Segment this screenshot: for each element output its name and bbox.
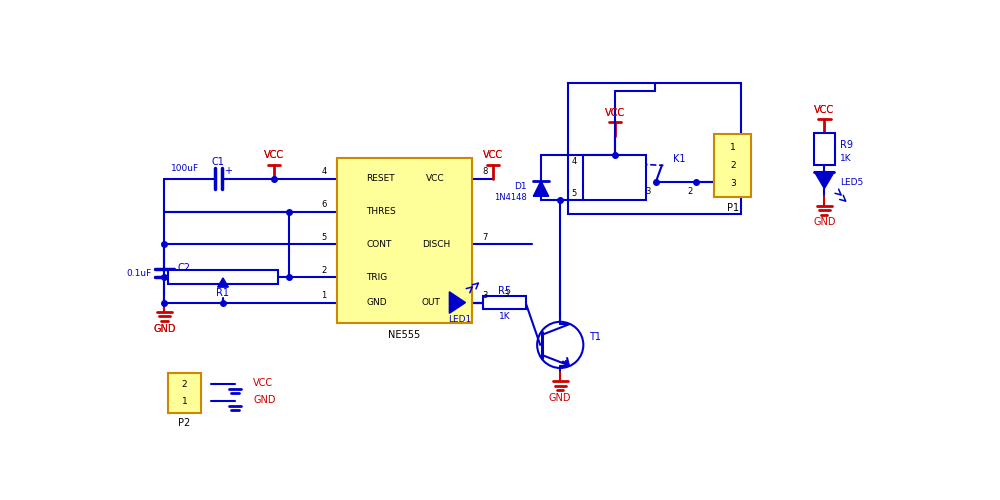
Text: VCC: VCC (264, 150, 284, 160)
Text: R1: R1 (216, 288, 229, 298)
Text: VCC: VCC (483, 150, 503, 160)
Text: 1: 1 (182, 396, 187, 406)
Text: TRIG: TRIG (366, 272, 387, 281)
Text: 6: 6 (321, 200, 327, 209)
Polygon shape (533, 181, 549, 196)
Bar (483, 296, 526, 310)
Text: 1: 1 (730, 142, 736, 152)
Text: 1K: 1K (840, 154, 851, 163)
Text: 1K: 1K (499, 312, 510, 321)
Text: 3: 3 (645, 187, 651, 196)
Text: 0.1uF: 0.1uF (126, 269, 151, 278)
Text: 7: 7 (482, 232, 487, 241)
Bar (168, 372, 201, 412)
Text: 1: 1 (321, 291, 326, 300)
Text: GND: GND (253, 396, 276, 406)
Text: NE555: NE555 (388, 330, 420, 340)
Text: R9: R9 (840, 140, 853, 150)
Text: 5: 5 (321, 232, 326, 241)
Text: GND: GND (549, 393, 571, 403)
Text: 2: 2 (687, 187, 692, 196)
Text: 3: 3 (504, 290, 509, 300)
Bar (337, 158, 472, 324)
Text: LED1: LED1 (449, 315, 472, 324)
Text: 3: 3 (730, 180, 736, 188)
Text: CONT: CONT (366, 240, 392, 248)
Text: C2: C2 (178, 263, 191, 273)
Text: R5: R5 (498, 286, 511, 296)
Text: OUT: OUT (422, 298, 441, 307)
Text: 1N4148: 1N4148 (494, 192, 527, 202)
Text: +: + (224, 166, 232, 176)
Text: GND: GND (153, 324, 176, 334)
Bar (583, 156, 646, 200)
Text: VCC: VCC (253, 378, 273, 388)
Text: GND: GND (366, 298, 387, 307)
Text: T1: T1 (589, 332, 601, 342)
Text: 3: 3 (482, 291, 487, 300)
Text: 2: 2 (321, 266, 326, 274)
Text: 2: 2 (182, 380, 187, 388)
Text: VCC: VCC (605, 108, 625, 118)
Text: DISCH: DISCH (422, 240, 450, 248)
Text: 8: 8 (482, 167, 487, 176)
Text: RESET: RESET (366, 174, 395, 183)
Text: 2: 2 (730, 161, 736, 170)
Text: GND: GND (813, 218, 836, 228)
Text: VCC: VCC (425, 174, 444, 183)
Bar (568, 83, 741, 214)
Text: 100uF: 100uF (171, 164, 199, 173)
Text: 4: 4 (321, 167, 326, 176)
Text: K1: K1 (673, 154, 685, 164)
Text: GND: GND (153, 324, 176, 334)
Text: 4: 4 (571, 157, 577, 166)
Bar (814, 133, 835, 166)
Text: VCC: VCC (264, 150, 284, 160)
Text: VCC: VCC (483, 150, 503, 160)
Text: VCC: VCC (814, 105, 834, 115)
Text: VCC: VCC (814, 105, 834, 115)
Polygon shape (814, 172, 834, 188)
Text: D1: D1 (515, 182, 527, 191)
Text: C1: C1 (212, 156, 225, 166)
Text: P1: P1 (727, 203, 739, 213)
Text: LED5: LED5 (840, 178, 863, 187)
Bar (168, 270, 278, 284)
Bar (714, 134, 751, 197)
Polygon shape (449, 292, 466, 314)
Text: VCC: VCC (605, 108, 625, 118)
Polygon shape (218, 278, 228, 287)
Text: P2: P2 (178, 418, 191, 428)
Text: 5: 5 (571, 190, 577, 198)
Text: THRES: THRES (366, 207, 396, 216)
